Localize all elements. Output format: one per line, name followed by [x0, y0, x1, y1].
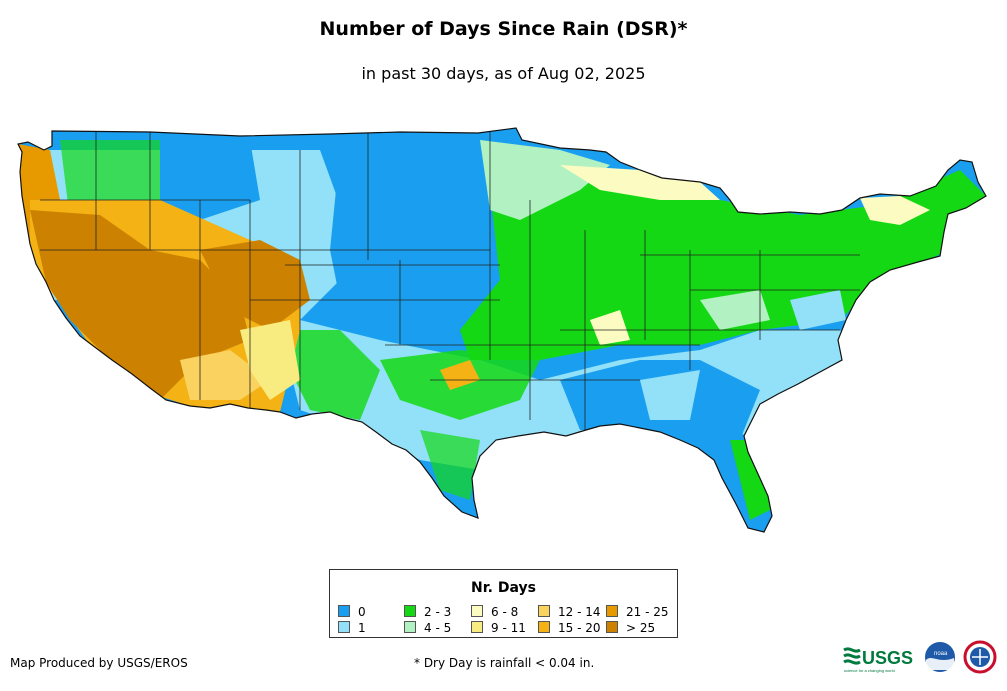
legend-item-4: 6 - 8: [471, 605, 518, 618]
legend-item-3: 4 - 5: [404, 621, 451, 634]
legend-label-2: 2 - 3: [424, 605, 452, 619]
legend-label-3: 4 - 5: [424, 621, 452, 635]
legend-item-2: 2 - 3: [404, 605, 451, 618]
legend: Nr. Days 0 1 2 - 3 4 - 5 6 - 8 9 - 11 12…: [329, 569, 678, 638]
legend-swatch-8: [606, 605, 618, 617]
agency-logos: USGS science for a changing world noaa: [843, 640, 997, 674]
legend-item-9: > 25: [606, 621, 655, 634]
nws-logo-icon: [963, 640, 997, 674]
legend-label-7: 15 - 20: [558, 621, 601, 635]
legend-label-6: 12 - 14: [558, 605, 601, 619]
noaa-logo-text: noaa: [934, 651, 948, 657]
legend-label-4: 6 - 8: [491, 605, 519, 619]
legend-label-1: 1: [358, 621, 366, 635]
usgs-tagline: science for a changing world: [844, 668, 895, 673]
usgs-logo-text: USGS: [862, 648, 913, 668]
legend-title: Nr. Days: [471, 580, 536, 596]
map-title: Number of Days Since Rain (DSR)*: [319, 18, 688, 40]
noaa-logo-icon: noaa: [925, 642, 955, 672]
legend-swatch-9: [606, 621, 618, 633]
us-dsr-map: [17, 127, 987, 533]
legend-item-8: 21 - 25: [606, 605, 669, 618]
dry-day-note: * Dry Day is rainfall < 0.04 in.: [414, 656, 595, 670]
credit-text: Map Produced by USGS/EROS: [10, 656, 188, 670]
legend-swatch-3: [404, 621, 416, 633]
legend-swatch-5: [471, 621, 483, 633]
legend-label-8: 21 - 25: [626, 605, 669, 619]
legend-label-5: 9 - 11: [491, 621, 526, 635]
usgs-logo-icon: USGS science for a changing world: [843, 647, 913, 673]
legend-label-9: > 25: [626, 621, 656, 635]
legend-item-5: 9 - 11: [471, 621, 526, 634]
legend-swatch-4: [471, 605, 483, 617]
legend-swatch-2: [404, 605, 416, 617]
map-subtitle: in past 30 days, as of Aug 02, 2025: [361, 64, 646, 83]
legend-label-0: 0: [358, 605, 366, 619]
legend-item-7: 15 - 20: [538, 621, 601, 634]
legend-swatch-1: [338, 621, 350, 633]
legend-swatch-6: [538, 605, 550, 617]
legend-swatch-7: [538, 621, 550, 633]
legend-item-1: 1: [338, 621, 366, 634]
legend-swatch-0: [338, 605, 350, 617]
legend-item-0: 0: [338, 605, 366, 618]
legend-item-6: 12 - 14: [538, 605, 601, 618]
